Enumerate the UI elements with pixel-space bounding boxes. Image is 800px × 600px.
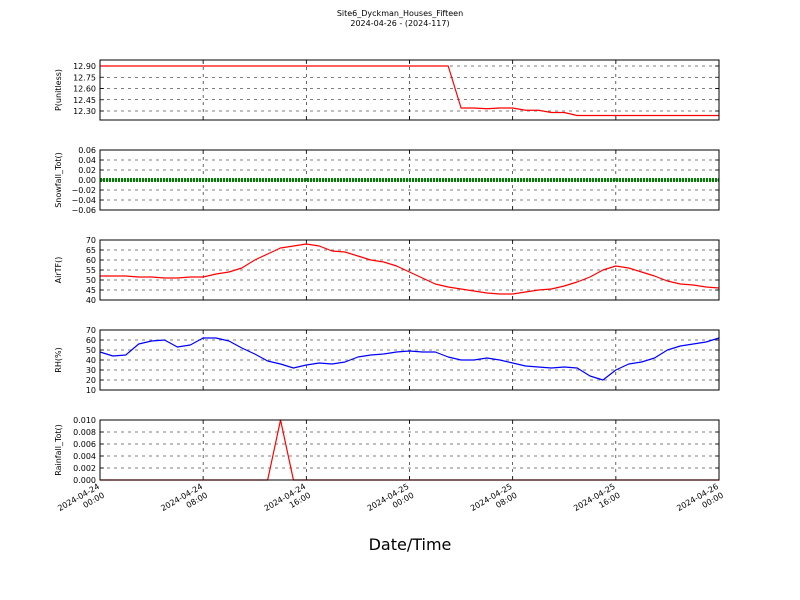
plot-frame [99,59,720,121]
y-tick-label: 12.60 [73,85,96,94]
y-tick-label: 50 [86,276,96,285]
plot-frame [99,329,720,391]
plot-frame [99,149,720,211]
y-tick-label: 50 [86,346,96,355]
y-tick-label: 70 [86,236,96,245]
y-tick-label: 12.30 [73,107,96,116]
y-tick-label: 0.02 [78,166,96,175]
y-tick-label: 10 [86,386,96,395]
y-tick-label: 60 [86,336,96,345]
y-tick-label: 65 [86,246,96,255]
series-line [100,65,719,117]
y-tick-label: 45 [86,286,96,295]
y-tick-label: 0.008 [73,428,96,437]
y-axis-label: P(unitless) [54,69,63,111]
y-tick-label: 0.006 [73,440,96,449]
y-tick-label: 0.06 [78,146,96,155]
y-tick-label: −0.04 [71,196,96,205]
y-tick-label: 70 [86,326,96,335]
y-axis-label: Snowfall_Tot() [54,152,63,208]
subtitle: 2024-04-26 - (2024-117) [350,19,449,28]
y-tick-label: 0.010 [73,416,96,425]
y-tick-label: −0.06 [71,206,96,215]
series-line [99,337,720,381]
y-tick-label: 20 [86,376,96,385]
plot-frame [99,239,720,301]
y-tick-label: 0.004 [73,452,96,461]
y-tick-label: 12.75 [73,73,96,82]
y-axis-label: RH(%) [54,347,63,372]
x-axis-label: Date/Time [369,535,452,554]
y-tick-label: 0.000 [73,476,96,485]
series-line [100,243,720,295]
y-tick-label: 40 [86,296,96,305]
y-tick-label: 12.45 [73,96,96,105]
y-tick-label: 30 [86,366,96,375]
y-tick-label: −0.02 [71,186,96,195]
y-tick-label: 55 [86,266,96,275]
y-tick-label: 0.002 [73,464,96,473]
y-tick-label: 12.90 [73,62,96,71]
y-tick-label: 0.00 [78,176,96,185]
y-tick-label: 60 [86,256,96,265]
y-axis-label: Rainfall_Tot() [54,424,63,476]
y-tick-label: 0.04 [78,156,96,165]
y-tick-label: 40 [86,356,96,365]
plot-frame [99,419,720,481]
title: Site6_Dyckman_Houses_Fifteen [337,9,463,18]
y-axis-label: AirTF() [54,257,63,284]
